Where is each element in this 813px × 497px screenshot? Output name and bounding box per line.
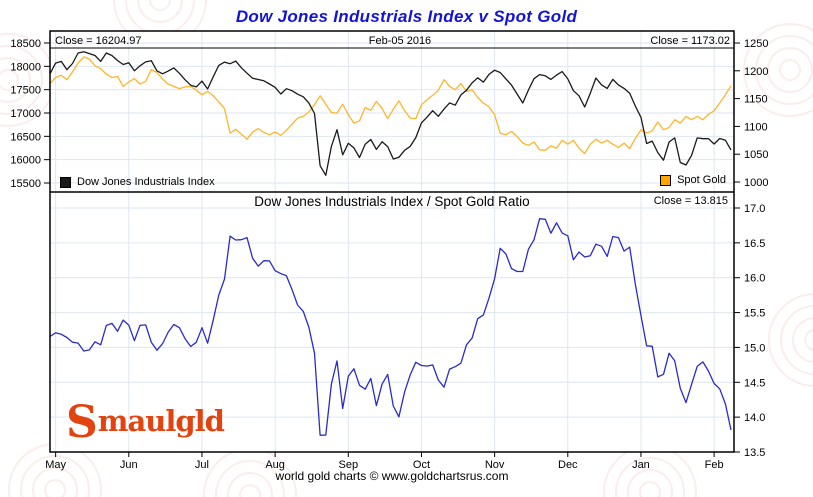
y-axis-label-ratio: 13.5 xyxy=(744,447,765,459)
y-axis-label-gold: 1150 xyxy=(744,94,768,106)
x-axis-month-label: Dec xyxy=(558,459,578,471)
x-axis-month-label: May xyxy=(45,459,66,471)
logo-rest: maulgld xyxy=(97,404,225,438)
background-texture-swirl-icon xyxy=(215,460,285,497)
plot-frame xyxy=(49,30,735,453)
y-axis-label-dow: 18500 xyxy=(10,38,41,50)
x-axis-month-label: Jan xyxy=(632,459,650,471)
gold-legend-label: Spot Gold xyxy=(677,174,726,186)
background-texture-swirl-icon xyxy=(639,481,661,497)
dow-close-label: Close = 16204.97 xyxy=(55,35,142,47)
y-axis-label-dow: 16000 xyxy=(10,155,41,167)
y-axis-label-ratio: 15.5 xyxy=(744,308,765,320)
y-axis-label-gold: 1200 xyxy=(744,66,768,78)
y-axis-label-dow: 15500 xyxy=(10,178,41,190)
background-texture-swirl-icon xyxy=(779,59,801,81)
y-axis-label-ratio: 16.5 xyxy=(744,238,765,250)
background-texture-swirl-icon xyxy=(627,469,673,497)
spot-gold-series-line xyxy=(49,56,732,155)
background-texture-swirl-icon xyxy=(780,305,813,375)
x-axis-month-label: Feb xyxy=(705,459,724,471)
logo-initial: S xyxy=(66,397,98,448)
x-axis-month-label: Sep xyxy=(339,459,359,471)
background-texture-swirl-icon xyxy=(44,479,66,497)
background-texture-swirl-icon xyxy=(0,69,19,91)
gold-close-label: Close = 1173.02 xyxy=(650,35,730,47)
background-texture-swirl-icon xyxy=(768,293,813,387)
dow-series-line xyxy=(49,51,732,176)
footer-credit: world gold charts © www.goldchartsrus.co… xyxy=(275,469,509,483)
ratio-panel-title: Dow Jones Industrials Index / Spot Gold … xyxy=(254,194,530,209)
background-texture-swirl-icon xyxy=(0,45,43,115)
background-texture-swirl-icon xyxy=(755,35,813,105)
y-axis-label-dow: 17000 xyxy=(10,108,41,120)
background-texture-swirl-icon xyxy=(137,0,183,23)
smaulgld-logo: Smaulgld xyxy=(66,401,225,445)
background-texture-swirl-icon xyxy=(743,23,813,117)
y-axis-label-dow: 16500 xyxy=(10,131,41,143)
gold-legend-swatch-icon xyxy=(660,174,672,186)
y-axis-label-gold: 1250 xyxy=(744,38,768,50)
background-texture-swirl-icon xyxy=(792,317,813,363)
plot-background xyxy=(50,31,734,452)
background-texture-swirl-icon xyxy=(0,57,31,103)
x-axis-month-label: Jul xyxy=(195,459,209,471)
x-axis-month-label: Jun xyxy=(120,459,138,471)
background-texture-swirl-icon xyxy=(615,457,685,497)
dow-legend: Dow Jones Industrials Index xyxy=(60,176,215,188)
date-label: Feb-05 2016 xyxy=(368,35,432,47)
y-axis-label-gold: 1050 xyxy=(744,149,768,161)
background-texture-swirl-icon xyxy=(227,472,273,497)
y-axis-label-dow: 17500 xyxy=(10,85,41,97)
ratio-series-line xyxy=(49,218,732,436)
y-axis-label-dow: 18000 xyxy=(10,61,41,73)
ratio-close-label: Close = 13.815 xyxy=(653,195,728,207)
background-texture-swirl-icon xyxy=(767,47,813,93)
background-texture-swirl-icon xyxy=(239,484,261,497)
y-axis-label-ratio: 14.5 xyxy=(744,377,765,389)
x-axis-month-label: Nov xyxy=(485,459,505,471)
dow-legend-swatch-icon xyxy=(60,176,71,188)
gold-legend: Spot Gold xyxy=(660,174,726,186)
chart-title: Dow Jones Industrials Index v Spot Gold xyxy=(235,7,578,26)
x-axis-month-label: Oct xyxy=(413,459,430,471)
dow-legend-label: Dow Jones Industrials Index xyxy=(77,176,215,188)
background-texture-swirl-icon xyxy=(804,329,813,351)
x-axis-month-label: Aug xyxy=(265,459,285,471)
y-axis-label-ratio: 17.0 xyxy=(744,203,765,215)
y-axis-label-gold: 1000 xyxy=(744,177,768,189)
y-axis-label-ratio: 16.0 xyxy=(744,273,765,285)
y-axis-label-ratio: 14.0 xyxy=(744,412,765,424)
background-texture-swirl-icon xyxy=(149,0,171,11)
y-axis-label-ratio: 15.0 xyxy=(744,342,765,354)
y-axis-label-gold: 1100 xyxy=(744,121,768,133)
background-texture-swirl-icon xyxy=(32,467,78,497)
background-texture-swirl-icon xyxy=(20,455,90,497)
